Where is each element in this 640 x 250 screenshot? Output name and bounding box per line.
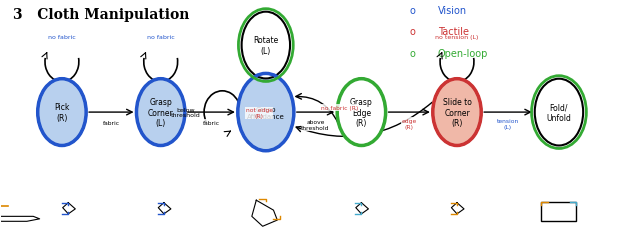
Text: no tension (L): no tension (L) — [435, 35, 479, 40]
Ellipse shape — [136, 79, 185, 146]
Ellipse shape — [238, 74, 294, 151]
Ellipse shape — [38, 79, 86, 146]
Text: fabric: fabric — [203, 120, 220, 125]
Text: Open-loop: Open-loop — [438, 48, 488, 58]
Text: o: o — [410, 48, 415, 58]
Text: Rotate
(L): Rotate (L) — [253, 36, 278, 56]
Text: Grasp
Affordance: Grasp Affordance — [247, 106, 285, 119]
Text: not edge
(R): not edge (R) — [246, 108, 273, 119]
Text: 3   Cloth Manipulation: 3 Cloth Manipulation — [13, 8, 189, 22]
Text: no fabric (R): no fabric (R) — [321, 106, 358, 110]
Ellipse shape — [337, 79, 386, 146]
Text: tension
(L): tension (L) — [497, 118, 519, 129]
Text: Vision: Vision — [438, 6, 467, 16]
Text: fabric: fabric — [103, 120, 120, 125]
Bar — [541, 202, 577, 221]
Ellipse shape — [242, 12, 290, 79]
Text: no fabric: no fabric — [147, 35, 175, 40]
Text: Slide to
Corner
(R): Slide to Corner (R) — [443, 98, 472, 128]
Text: below
threshold: below threshold — [171, 107, 201, 118]
Text: edge
(R): edge (R) — [401, 118, 417, 129]
Text: Pick
(R): Pick (R) — [54, 103, 70, 122]
Text: o: o — [410, 27, 415, 37]
Ellipse shape — [433, 79, 481, 146]
Text: Fold/
Unfold: Fold/ Unfold — [547, 103, 572, 122]
Text: Grasp
Edge
(R): Grasp Edge (R) — [350, 98, 372, 128]
Text: Grasp
Corner
(L): Grasp Corner (L) — [148, 98, 173, 128]
Text: Tactile: Tactile — [438, 27, 469, 37]
Text: no fabric: no fabric — [48, 35, 76, 40]
Ellipse shape — [535, 79, 583, 146]
Text: above
threshold: above threshold — [301, 120, 330, 130]
Text: o: o — [410, 6, 415, 16]
